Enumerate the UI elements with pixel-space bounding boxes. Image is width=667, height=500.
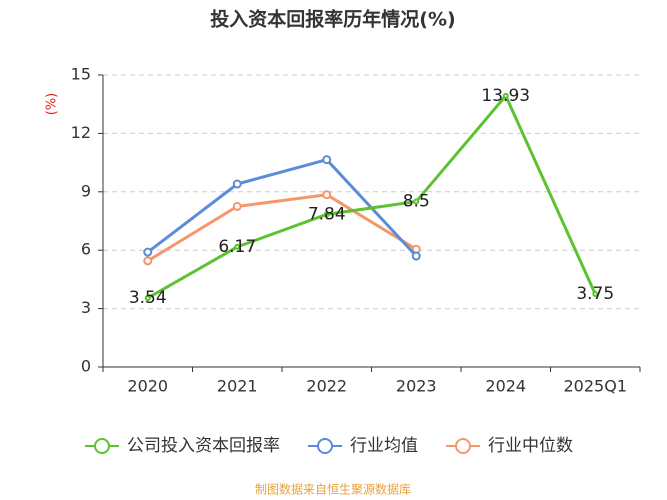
point (592, 291, 599, 297)
x-tick-label: 2020 (127, 377, 168, 396)
y-tick-label: 3 (81, 298, 91, 317)
point (234, 243, 241, 250)
chart-title: 投入资本回报率历年情况(%) (210, 8, 455, 31)
source-note: 制图数据来自恒生聚源数据库 (255, 482, 411, 497)
series-line (147, 93, 597, 300)
legend-marker (94, 438, 110, 454)
point (143, 256, 153, 266)
point (144, 295, 151, 302)
y-tick-label: 15 (71, 65, 91, 84)
data-label: 13.93 (481, 86, 530, 106)
point (322, 190, 332, 200)
legend-label: 行业均值 (350, 436, 418, 456)
point (323, 211, 330, 218)
y-tick-label: 6 (81, 240, 91, 259)
point (413, 198, 420, 205)
point (411, 251, 421, 261)
x-tick-label: 2025Q1 (564, 377, 628, 396)
data-label: 8.5 (403, 192, 430, 212)
y-tick-label: 12 (71, 123, 91, 142)
data-label: 6.17 (218, 237, 256, 257)
legend-marker (455, 438, 471, 454)
x-tick-label: 2022 (306, 377, 347, 396)
data-label: 7.84 (308, 204, 346, 224)
x-tick-label: 2023 (396, 377, 437, 396)
point (232, 201, 242, 211)
data-label: 3.75 (576, 284, 614, 304)
x-tick-label: 2021 (217, 377, 258, 396)
y-axis-label: (%) (45, 93, 60, 116)
point (502, 92, 509, 99)
point (143, 247, 153, 257)
y-tick-label: 9 (81, 181, 91, 200)
x-tick-label: 2024 (485, 377, 526, 396)
y-tick-label: 0 (81, 357, 91, 376)
data-label: 3.54 (129, 288, 167, 308)
legend-label: 公司投入资本回报率 (127, 436, 280, 456)
legend-label: 行业中位数 (488, 436, 573, 456)
legend-marker (317, 438, 333, 454)
point (232, 179, 242, 189)
point (322, 155, 332, 165)
series-line (146, 193, 418, 263)
